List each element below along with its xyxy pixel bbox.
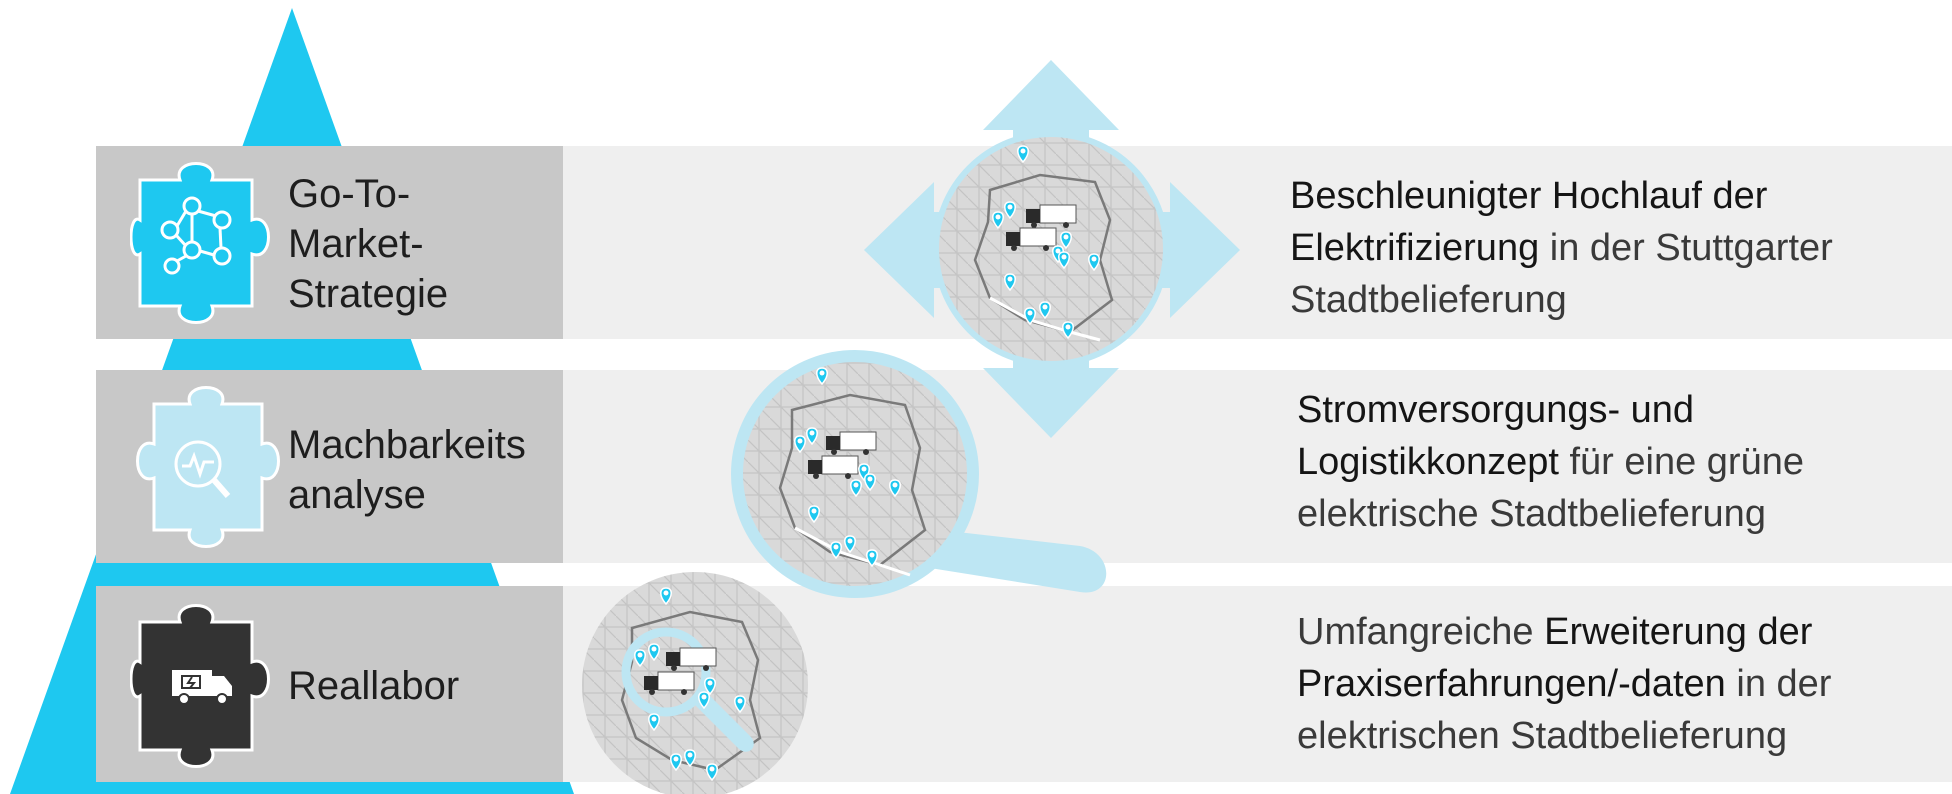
description-text: elektrische Stadtbelieferung [1297, 493, 1766, 535]
description-text: elektrischen Stadtbelieferung [1297, 715, 1788, 757]
label-go-to-market: Go-To- Market- Strategie [288, 169, 448, 319]
electric-truck-icon [172, 670, 232, 705]
label-line: Strategie [288, 272, 449, 316]
label-machbarkeit: Machbarkeits analyse [288, 420, 526, 520]
description-text: Stadtbelieferung [1290, 279, 1567, 321]
network-people-icon [160, 196, 232, 275]
description-reallabor: Umfangreiche Erweiterung der Praxiserfah… [1297, 606, 1947, 762]
label-reallabor: Reallabor [288, 661, 459, 711]
description-text: in der [1725, 663, 1832, 705]
puzzle-piece-reallabor [130, 604, 270, 768]
label-line: Reallabor [288, 664, 460, 708]
label-line: Machbarkeits [288, 423, 526, 467]
puzzle-piece-go-to-market [130, 162, 270, 324]
map-magnifier-middle [731, 350, 1107, 598]
band-go-to-market [563, 146, 1952, 339]
description-go-to-market: Beschleunigter Hochlauf der Elektrifizie… [1290, 170, 1940, 326]
description-highlight: Praxiserfahrungen/-daten [1297, 663, 1726, 705]
description-highlight: Erweiterung der [1544, 611, 1813, 653]
label-line: Go-To- [288, 172, 411, 216]
label-line: analyse [288, 473, 426, 517]
description-highlight: Beschleunigter Hochlauf der [1290, 175, 1768, 217]
description-machbarkeit: Stromversorgungs- und Logistikkonzept fü… [1297, 384, 1947, 540]
map-circle-top [933, 131, 1169, 367]
description-text: für eine grüne [1558, 441, 1804, 483]
description-highlight: Stromversorgungs- und [1297, 389, 1695, 431]
magnifier-pulse-icon [174, 440, 231, 498]
description-highlight: Logistikkonzept [1297, 441, 1559, 483]
description-text: in der Stuttgarter [1539, 227, 1833, 269]
description-highlight: Elektrifizierung [1290, 227, 1540, 269]
description-text: Umfangreiche [1297, 611, 1545, 653]
label-line: Market- [288, 222, 424, 266]
puzzle-piece-machbarkeit [136, 386, 280, 548]
map-circle-bottom [582, 572, 808, 794]
